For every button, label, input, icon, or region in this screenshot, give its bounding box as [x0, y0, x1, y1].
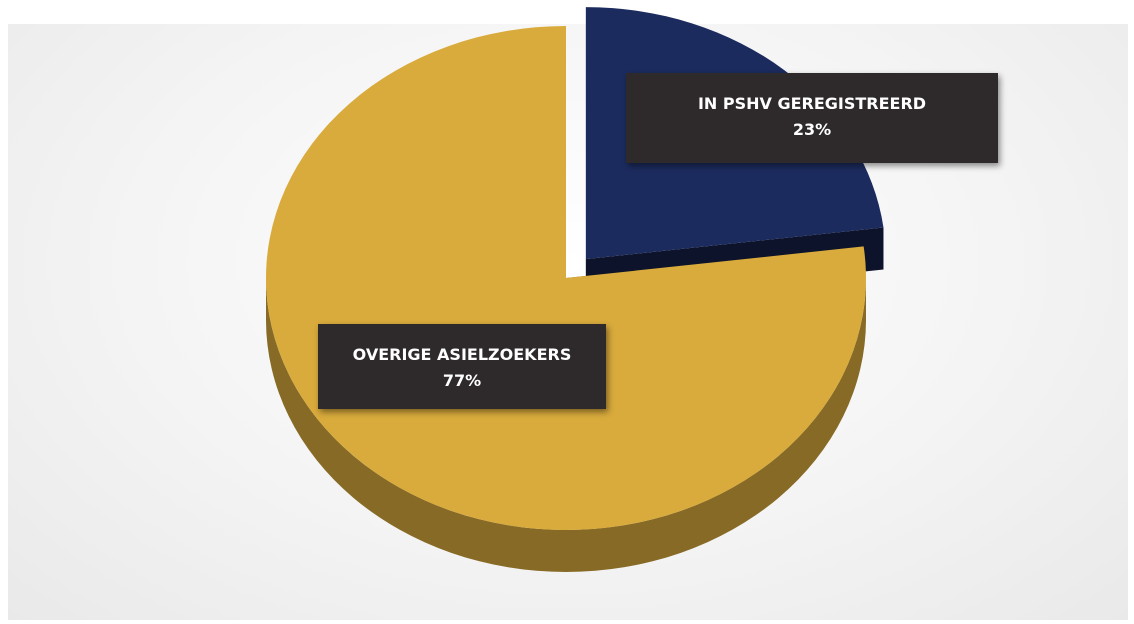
top-strip [0, 0, 1134, 24]
slice-label-overige-value: 77% [442, 371, 482, 390]
pie-side-1-0 [266, 278, 866, 572]
slice-label-pshv-name: IN PSHV GEREGISTREERD [697, 94, 927, 113]
slice-label-pshv-value: 23% [792, 120, 832, 139]
slice-label-overige: OVERIGE ASIELZOEKERS 77% [318, 324, 606, 409]
slice-label-pshv: IN PSHV GEREGISTREERD 23% [626, 73, 998, 163]
slice-label-overige-name: OVERIGE ASIELZOEKERS [352, 345, 572, 364]
